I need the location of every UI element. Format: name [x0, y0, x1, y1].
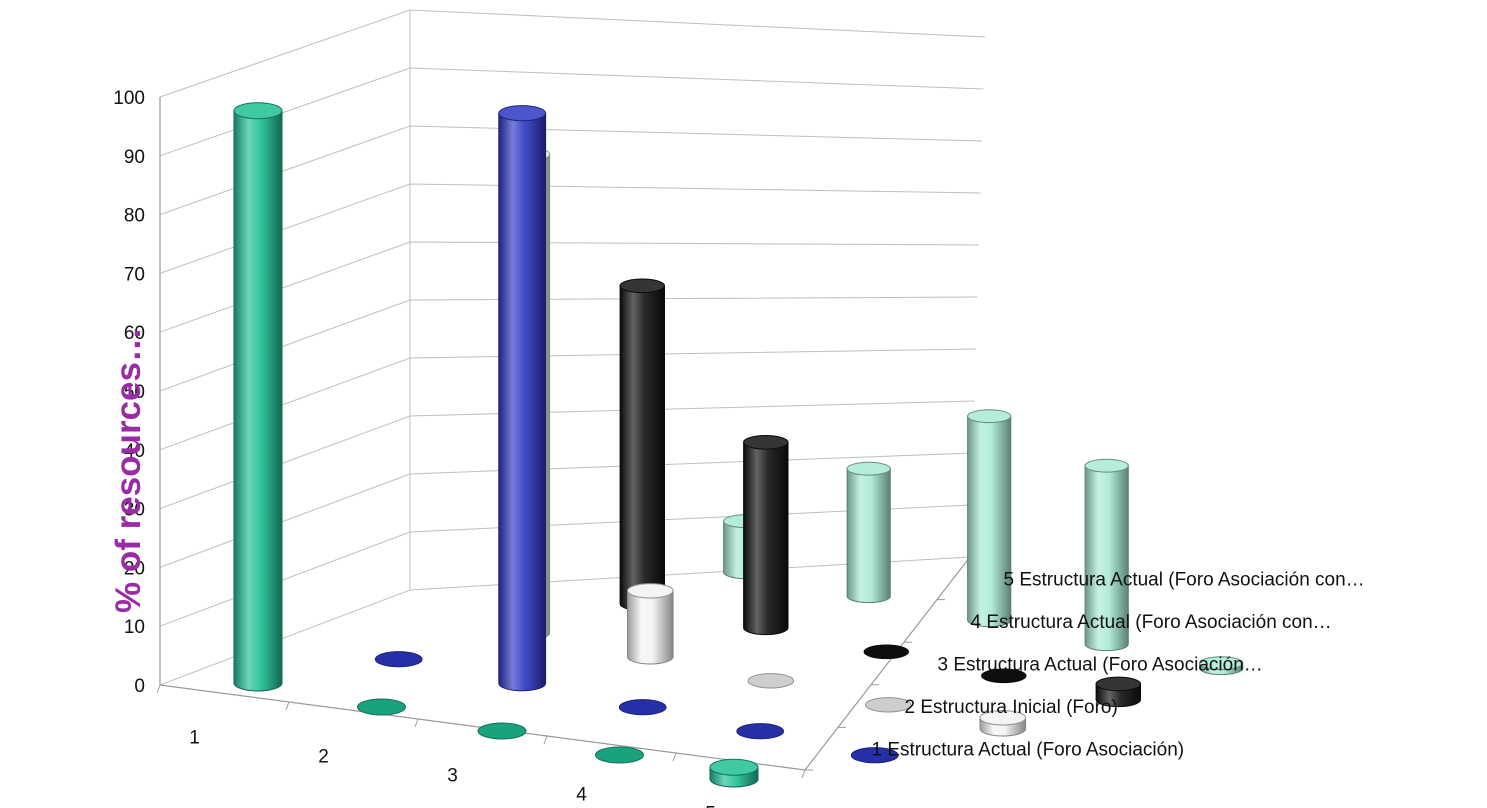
- bar-top: [709, 758, 759, 776]
- x-tick-label: 2: [318, 747, 329, 768]
- y-tick-label: 20: [124, 558, 145, 579]
- bar-top: [846, 461, 891, 476]
- bar-cap: [981, 668, 1027, 684]
- bar-body: [233, 110, 283, 692]
- bar-body: [743, 441, 789, 636]
- bar-cap: [595, 746, 644, 764]
- bar-series5-cat5: [1199, 656, 1244, 676]
- bar-series3-cat4: [865, 697, 912, 713]
- bar-cap: [736, 723, 785, 740]
- bar-cap: [865, 697, 912, 713]
- bar-series5-cat4: [1084, 458, 1129, 652]
- x-tick: [414, 718, 419, 728]
- x-tick-label: 5: [705, 804, 716, 808]
- bar-cap: [477, 722, 527, 740]
- x-tick: [285, 701, 290, 711]
- bar-series5-cat2: [846, 461, 891, 604]
- bar-cap: [747, 673, 795, 689]
- bar-body: [846, 468, 891, 604]
- y-tick-label: 30: [124, 500, 145, 521]
- bar-series1-cat1: [233, 102, 283, 692]
- x-tick: [543, 735, 548, 745]
- gridline: [159, 9, 986, 98]
- bar-top: [979, 710, 1027, 726]
- x-tick-label: 3: [447, 766, 458, 787]
- x-tick-label: 1: [189, 728, 200, 749]
- y-tick-label: 100: [113, 88, 145, 109]
- bar-body: [967, 415, 1012, 628]
- bar-body: [1084, 465, 1129, 652]
- x-tick: [801, 769, 806, 779]
- bar-series4-cat1: [619, 278, 665, 612]
- bar-body: [498, 112, 547, 692]
- bar-top: [1095, 676, 1142, 692]
- x-tick-label: 4: [576, 785, 587, 806]
- y-tick-label: 10: [124, 617, 145, 638]
- y-tick-label: 90: [124, 147, 145, 168]
- bar-series1-cat3: [477, 722, 527, 740]
- y-tick-label: 80: [124, 206, 145, 227]
- y-tick-label: 60: [124, 323, 145, 344]
- y-tick-label: 70: [124, 264, 145, 285]
- series-label: 2 Estructura Inicial (Foro): [905, 697, 1118, 718]
- bar-series4-cat5: [1095, 676, 1142, 708]
- bar-top: [743, 435, 789, 450]
- y-tick-label: 0: [134, 676, 145, 697]
- bar-series2-cat4: [736, 723, 785, 740]
- bar-series3-cat2: [627, 583, 674, 665]
- bar-series2-cat1: [374, 651, 423, 668]
- bar-cap: [863, 644, 909, 660]
- bar-top: [1084, 458, 1129, 473]
- gridline: [159, 125, 983, 216]
- bar-cap: [850, 747, 899, 764]
- bar-series4-cat4: [981, 668, 1027, 684]
- series-label: 1 Estructura Actual (Foro Asociación): [872, 740, 1185, 761]
- bar-body: [627, 590, 674, 665]
- y-axis-label: % of resources…: [109, 327, 148, 613]
- bar-cap: [618, 699, 667, 716]
- bar-body: [619, 285, 665, 612]
- bar-top: [1199, 656, 1244, 670]
- bar-top: [233, 102, 283, 120]
- bar-series2-cat5: [850, 747, 899, 764]
- series-label: 3 Estructura Actual (Foro Asociación…: [938, 655, 1263, 676]
- gridline: [159, 296, 978, 392]
- gridline: [159, 241, 980, 333]
- bar-series3-cat5: [979, 710, 1027, 737]
- bar-cap: [357, 698, 406, 716]
- bar-top: [498, 105, 547, 122]
- x-tick: [672, 752, 677, 762]
- depth-axis-line: [804, 556, 971, 771]
- gridline: [159, 183, 981, 274]
- bar-series1-cat5: [709, 758, 759, 788]
- bar-top: [619, 278, 665, 294]
- x-tick: [156, 684, 161, 694]
- series-label: 4 Estructura Actual (Foro Asociación con…: [971, 612, 1332, 633]
- bar-top: [627, 583, 674, 599]
- bar-series4-cat2: [743, 435, 789, 636]
- chart-bars: [233, 102, 1244, 788]
- y-tick-label: 40: [124, 441, 145, 462]
- y-tick-label: 50: [124, 382, 145, 403]
- series-label: 5 Estructura Actual (Foro Asociación con…: [1004, 569, 1365, 590]
- bar-series1-cat4: [595, 746, 644, 764]
- bar-series2-cat2: [498, 105, 547, 692]
- bar-series2-cat3: [618, 699, 667, 716]
- chart-labels: 0 10 20 30 40 50 60 70 80 90 100 1 2 3 4 5 1 Estructura …: [113, 88, 1364, 808]
- bar-series4-cat3: [863, 644, 909, 660]
- bar-top: [967, 409, 1012, 424]
- bar-series3-cat3: [747, 673, 795, 689]
- bar-cap: [374, 651, 423, 668]
- bar-series1-cat2: [357, 698, 406, 716]
- bar-series5-cat3: [967, 409, 1012, 628]
- gridline: [159, 67, 984, 157]
